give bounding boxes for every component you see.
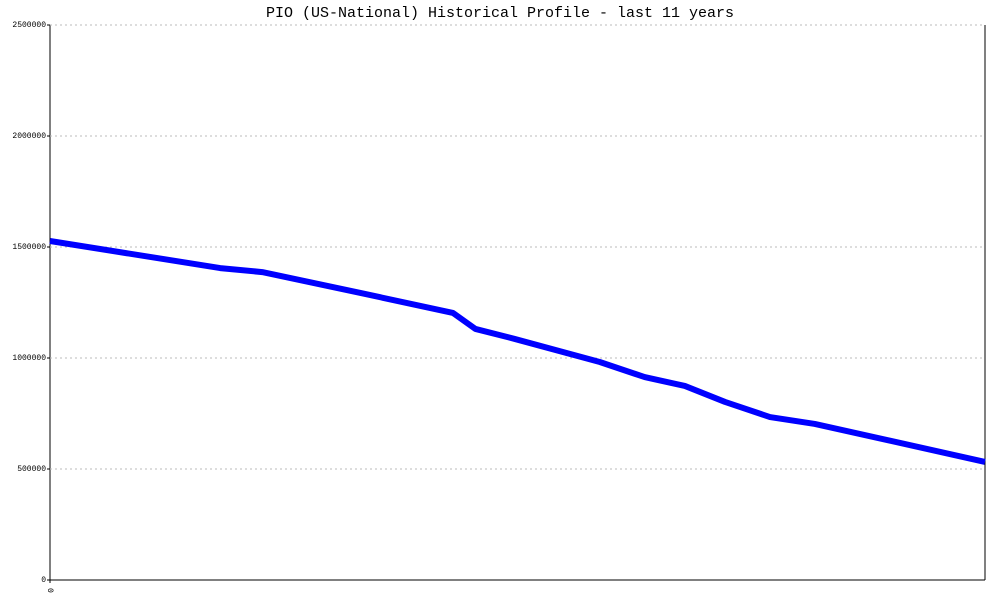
y-tick-label: 2500000 <box>12 21 46 30</box>
y-tick-label: 1000000 <box>12 354 46 363</box>
data-line <box>49 238 986 465</box>
chart-title: PIO (US-National) Historical Profile - l… <box>266 5 734 22</box>
y-tick-label: 2000000 <box>12 132 46 141</box>
y-tick-label: 1500000 <box>12 243 46 252</box>
x-tick-label: 0 <box>45 588 54 593</box>
y-tick-label: 500000 <box>17 465 46 474</box>
y-tick-label: 0 <box>41 576 46 585</box>
